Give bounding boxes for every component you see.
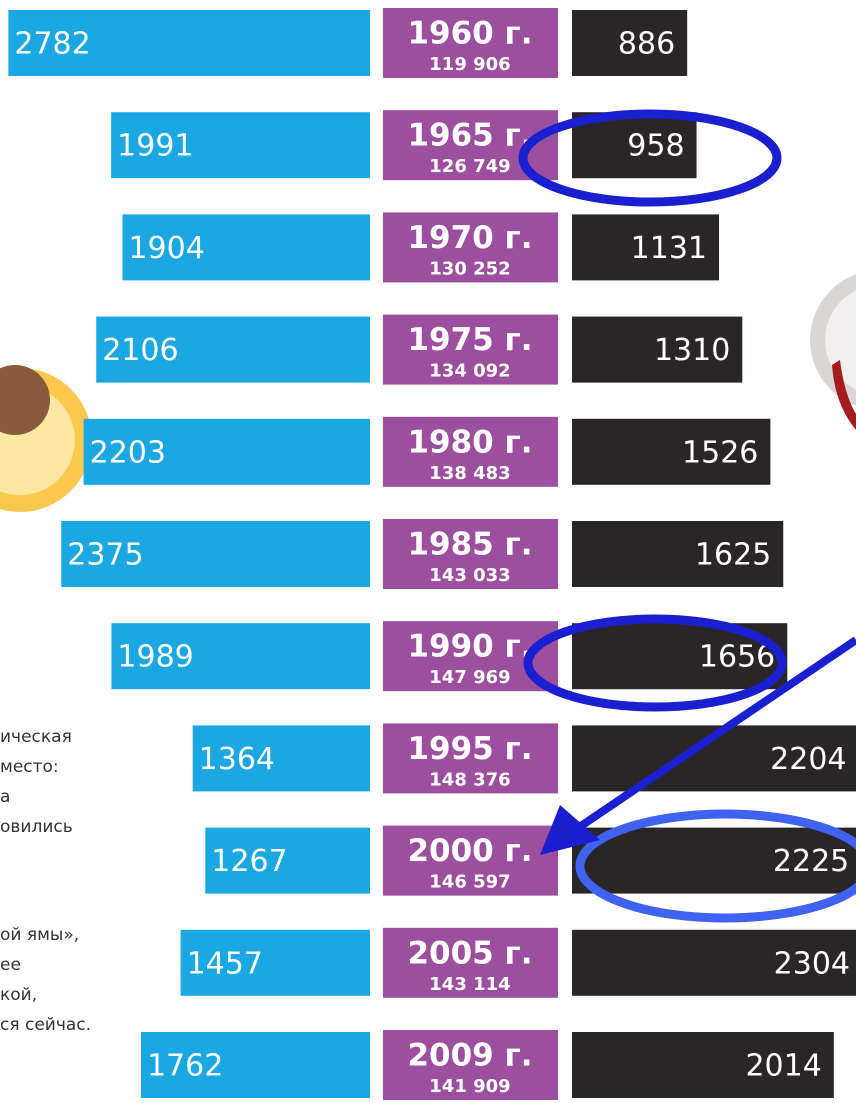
bars: 2782 886 1960 г.119 906 1991 958 1965 г.126 7… xyxy=(8,8,856,1100)
population-label: 148 376 xyxy=(429,769,510,790)
population-label: 146 597 xyxy=(429,872,510,893)
population-label: 130 252 xyxy=(429,258,510,279)
side-text-line: а xyxy=(0,787,10,807)
side-text-line: кой, xyxy=(0,985,37,1005)
chart: 2782 886 1960 г.119 906 1991 958 1965 г.126 7… xyxy=(0,0,856,1103)
year-label: 1965 г. xyxy=(407,118,532,154)
side-text-line: ся сейчас. xyxy=(0,1015,91,1035)
year-label: 1995 г. xyxy=(407,731,532,767)
year-label: 1970 г. xyxy=(407,220,532,256)
deaths-label: 958 xyxy=(627,129,684,164)
births-label: 2106 xyxy=(102,333,178,368)
deaths-label: 1625 xyxy=(695,538,771,573)
population-label: 119 906 xyxy=(429,54,510,75)
deaths-label: 886 xyxy=(618,27,675,62)
births-label: 1904 xyxy=(128,231,204,266)
side-text-line: ой ямы», xyxy=(0,925,79,945)
year-label: 1985 г. xyxy=(407,527,532,563)
births-label: 1989 xyxy=(117,640,193,675)
population-label: 141 909 xyxy=(429,1076,510,1097)
population-label: 138 483 xyxy=(429,463,510,484)
year-label: 1960 г. xyxy=(407,16,532,52)
deaths-label: 2014 xyxy=(745,1049,821,1084)
year-label: 2005 г. xyxy=(407,935,532,971)
births-label: 2203 xyxy=(90,435,166,470)
population-label: 147 969 xyxy=(429,667,510,688)
side-text: ическая место: а овились ой ямы», ее кой, ся се… xyxy=(0,727,91,1035)
births-label: 1267 xyxy=(211,844,287,879)
population-label: 134 092 xyxy=(429,361,510,382)
deaths-label: 2204 xyxy=(770,742,846,777)
year-label: 1975 г. xyxy=(407,322,532,358)
births-label: 2375 xyxy=(67,538,143,573)
population-label: 126 749 xyxy=(429,156,510,177)
deaths-label: 1131 xyxy=(631,231,707,266)
births-label: 1762 xyxy=(147,1049,223,1084)
side-text-line: ее xyxy=(0,955,21,975)
births-label: 1457 xyxy=(187,946,263,981)
deaths-label: 1526 xyxy=(682,435,758,470)
side-text-line: место: xyxy=(0,757,59,777)
year-label: 2009 г. xyxy=(407,1038,532,1074)
deaths-label: 2304 xyxy=(774,946,850,981)
births-label: 1991 xyxy=(117,129,193,164)
year-label: 1980 г. xyxy=(407,424,532,460)
deaths-label: 1310 xyxy=(654,333,730,368)
side-text-line: ическая xyxy=(0,727,72,747)
population-label: 143 114 xyxy=(429,974,510,995)
deaths-label: 2225 xyxy=(773,844,849,879)
births-label: 1364 xyxy=(199,742,275,777)
side-text-line: овились xyxy=(0,817,73,837)
population-label: 143 033 xyxy=(429,565,510,586)
year-label: 2000 г. xyxy=(407,833,532,869)
year-label: 1990 г. xyxy=(407,629,532,665)
page: 2782 886 1960 г.119 906 1991 958 1965 г.126 7… xyxy=(0,0,856,1103)
births-label: 2782 xyxy=(14,27,90,62)
